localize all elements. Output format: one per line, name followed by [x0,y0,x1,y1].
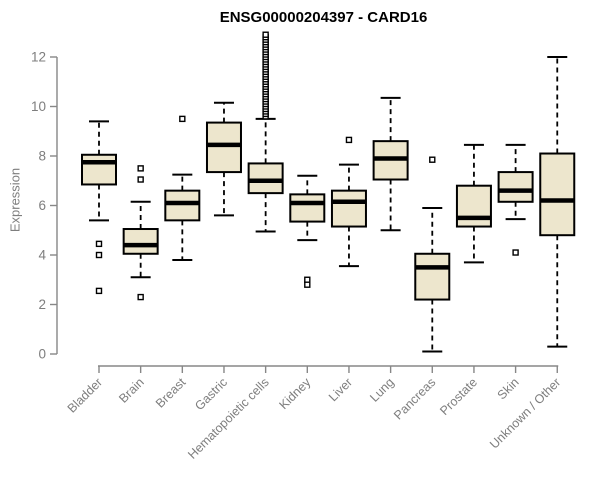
outlier-point [137,176,144,183]
y-tick-label: 8 [38,149,46,164]
outlier-point [345,136,353,144]
x-tick-label: Liver [326,375,355,404]
x-tick-label: Bladder [65,375,105,415]
x-tick-label: Lung [367,375,397,405]
outlier-point [95,251,103,259]
box-group-lung [372,96,409,232]
box-rect [330,189,367,228]
x-tick-label: Kidney [276,375,313,412]
x-tick-label: Unknown / Other [487,375,563,451]
y-tick-label: 10 [31,99,46,114]
box-group-prostate [455,143,492,264]
box-group-bladder [81,120,117,295]
outlier-point [137,165,144,172]
box-rect [539,152,576,237]
x-tick-label: Hematopoietic cells [185,375,272,462]
box-rect [289,193,326,223]
box-group-hematopoietic-cells [247,31,284,233]
x-tick-label: Breast [153,375,189,411]
box-group-pancreas [414,156,451,353]
box-group-brain [122,165,159,301]
box-rect [497,171,534,203]
outlier-point [304,276,311,283]
box-rect [247,162,284,195]
y-tick-label: 6 [38,198,46,213]
box-group-skin [497,143,534,256]
x-tick-label: Gastric [192,375,230,413]
outlier-point [262,31,269,38]
outlier-point [304,281,311,288]
x-tick-label: Prostate [437,375,480,418]
box-rect [205,121,242,174]
box-group-liver [330,136,367,268]
box-rect [122,228,159,255]
y-tick-label: 2 [38,297,46,312]
box-rect [81,153,117,186]
y-tick-label: 4 [38,248,46,263]
x-tick-label: Brain [116,375,147,406]
outlier-point [429,156,436,163]
box-rect [455,184,492,228]
box-group-unknown-other [539,56,576,348]
box-group-kidney [289,174,326,288]
outlier-point [512,249,519,256]
chart-title: ENSG00000204397 - CARD16 [219,9,428,26]
box-rect [164,189,201,222]
outlier-point [95,240,103,248]
outlier-point [179,115,186,123]
x-tick-label: Skin [495,375,522,402]
x-tick-label: Pancreas [391,375,438,422]
outlier-point [137,293,144,301]
y-tick-label: 12 [31,50,46,65]
box-rect [414,252,451,301]
box-group-breast [164,115,201,261]
y-tick-label: 0 [38,347,46,362]
box-group-gastric [205,101,242,217]
outlier-point [95,287,103,295]
